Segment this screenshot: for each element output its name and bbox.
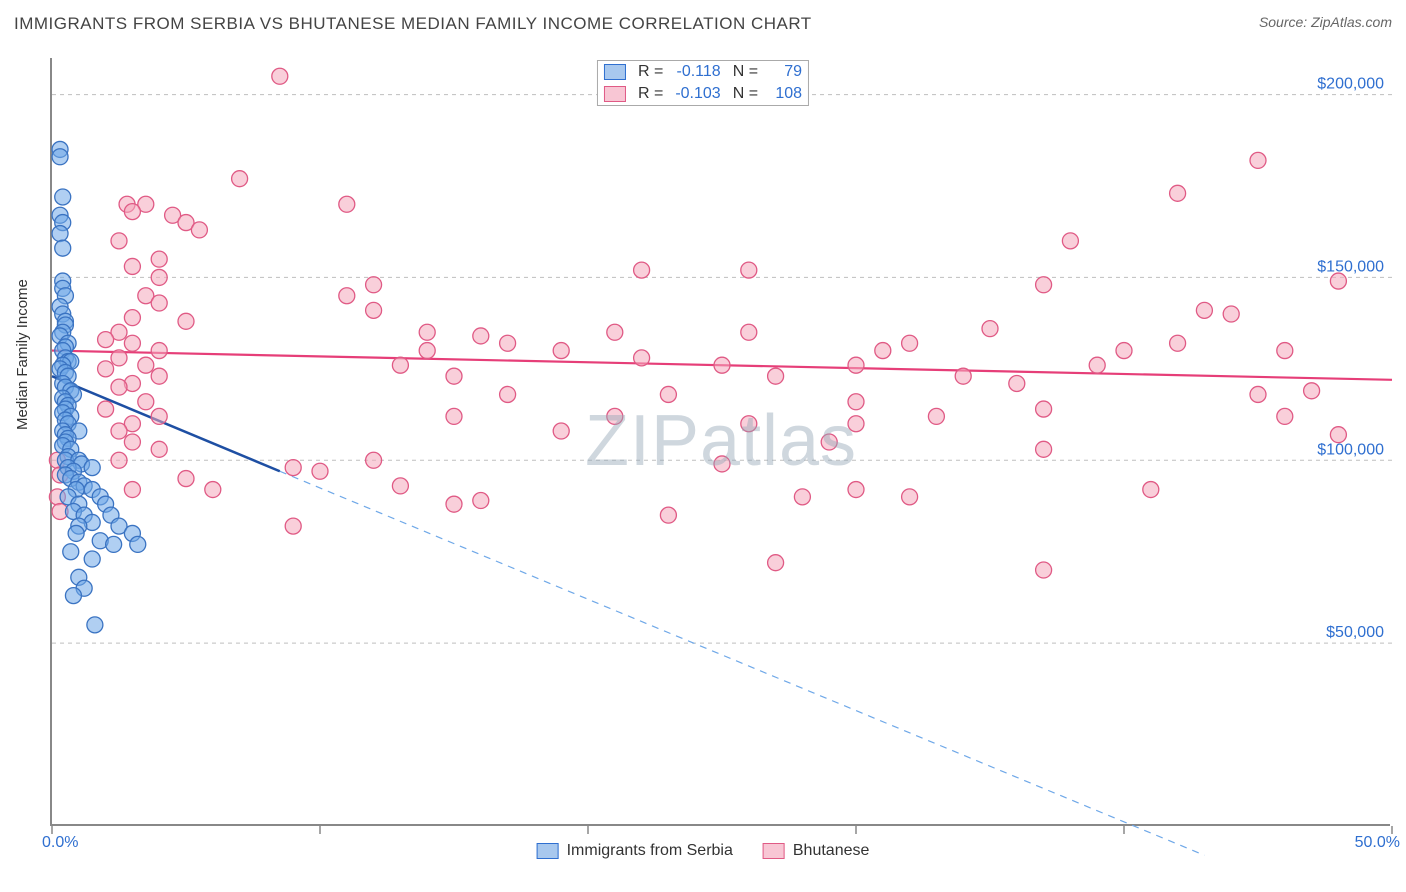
chart-title: IMMIGRANTS FROM SERBIA VS BHUTANESE MEDI… [14,14,812,34]
legend-n-label: N = [727,83,764,105]
correlation-legend: R = -0.118 N = 79 R = -0.103 N = 108 [597,60,809,106]
legend-swatch-serbia [604,64,626,80]
legend-r-value-bhutanese: -0.103 [669,83,726,105]
legend-n-value-serbia: 79 [764,61,808,83]
legend-row-serbia: R = -0.118 N = 79 [598,61,808,83]
source-attribution: Source: ZipAtlas.com [1259,14,1392,30]
legend-item-bhutanese: Bhutanese [763,842,870,860]
legend-row-bhutanese: R = -0.103 N = 108 [598,83,808,105]
legend-n-label: N = [727,61,764,83]
plot-area: $50,000$100,000$150,000$200,000 ZIPatlas… [50,58,1390,826]
title-bar: IMMIGRANTS FROM SERBIA VS BHUTANESE MEDI… [14,14,1392,34]
x-axis-min-label: 0.0% [42,834,78,852]
legend-item-serbia: Immigrants from Serbia [537,842,733,860]
svg-text:$50,000: $50,000 [1326,624,1384,641]
scatter-plot-svg: $50,000 $100,000 $150,000 $200,000 [52,58,1390,824]
legend-n-value-bhutanese: 108 [764,83,808,105]
legend-swatch-bhutanese [763,843,785,859]
chart-wrapper: IMMIGRANTS FROM SERBIA VS BHUTANESE MEDI… [0,0,1406,892]
svg-text:$100,000: $100,000 [1317,441,1384,458]
legend-r-label: R = [632,61,669,83]
legend-label-bhutanese: Bhutanese [793,842,870,860]
svg-text:$150,000: $150,000 [1317,258,1384,275]
legend-swatch-serbia [537,843,559,859]
series-legend: Immigrants from Serbia Bhutanese [537,842,870,860]
legend-r-value-serbia: -0.118 [669,61,726,83]
legend-r-label: R = [632,83,669,105]
y-axis-label: Median Family Income [14,279,31,430]
svg-text:$200,000: $200,000 [1317,76,1384,93]
x-axis-max-label: 50.0% [1355,834,1400,852]
legend-swatch-bhutanese [604,86,626,102]
legend-label-serbia: Immigrants from Serbia [567,842,733,860]
